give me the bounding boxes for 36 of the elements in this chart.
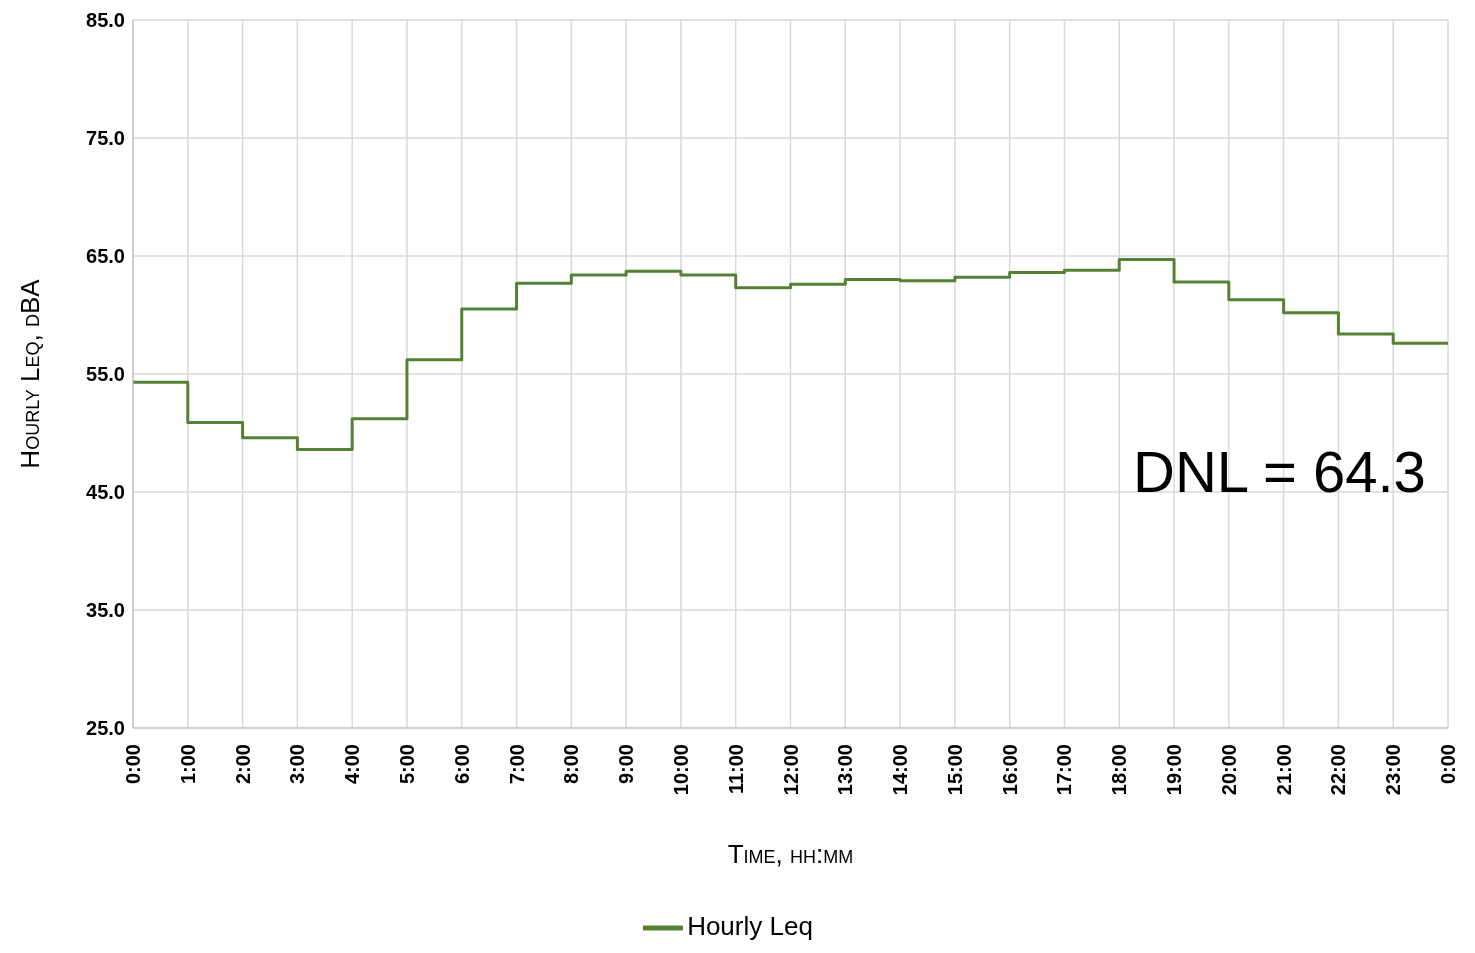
x-tick-label: 3:00: [286, 744, 309, 785]
x-axis-title: Time, hh:mm: [727, 839, 854, 869]
x-tick-label: 16:00: [998, 744, 1021, 796]
x-tick-label: 0:00: [122, 744, 144, 785]
legend-label: Hourly Leq: [687, 910, 813, 941]
x-tick-label: 23:00: [1382, 744, 1405, 796]
x-tick-label: 11:00: [724, 744, 747, 795]
x-tick-label: 20:00: [1217, 744, 1240, 796]
y-tick-label: 35.0: [86, 599, 125, 622]
x-tick-label: 13:00: [834, 744, 857, 796]
y-tick-label: 85.0: [86, 9, 125, 32]
x-tick-label: 15:00: [943, 744, 966, 796]
x-tick-label: 5:00: [395, 744, 418, 785]
x-tick-label: 17:00: [1053, 744, 1076, 796]
x-tick-label: 9:00: [615, 744, 638, 785]
x-tick-label: 4:00: [341, 744, 364, 785]
x-tick-label: 2:00: [231, 744, 254, 785]
annotation: DNL = 64.3: [1133, 438, 1426, 505]
y-tick-label: 25.0: [86, 717, 125, 740]
x-tick-label: 1:00: [176, 744, 199, 785]
y-tick-label: 65.0: [86, 245, 125, 268]
x-tick-label: 14:00: [889, 744, 912, 796]
x-tick-label: 7:00: [505, 744, 528, 785]
y-tick-label: 75.0: [86, 127, 125, 150]
x-tick-label: 22:00: [1327, 744, 1350, 796]
x-tick-label: 0:00: [1437, 744, 1459, 785]
x-tick-label: 6:00: [450, 744, 473, 785]
y-tick-label: 55.0: [86, 363, 125, 386]
x-tick-label: 12:00: [779, 744, 802, 796]
x-tick-label: 21:00: [1272, 744, 1295, 796]
x-tick-label: 18:00: [1108, 744, 1131, 796]
y-tick-label: 45.0: [86, 481, 125, 504]
x-tick-label: 19:00: [1163, 744, 1186, 796]
x-tick-label: 8:00: [560, 744, 583, 785]
y-axis-title: Hourly Leq, dBA: [15, 278, 46, 469]
x-tick-label: 10:00: [669, 744, 692, 796]
